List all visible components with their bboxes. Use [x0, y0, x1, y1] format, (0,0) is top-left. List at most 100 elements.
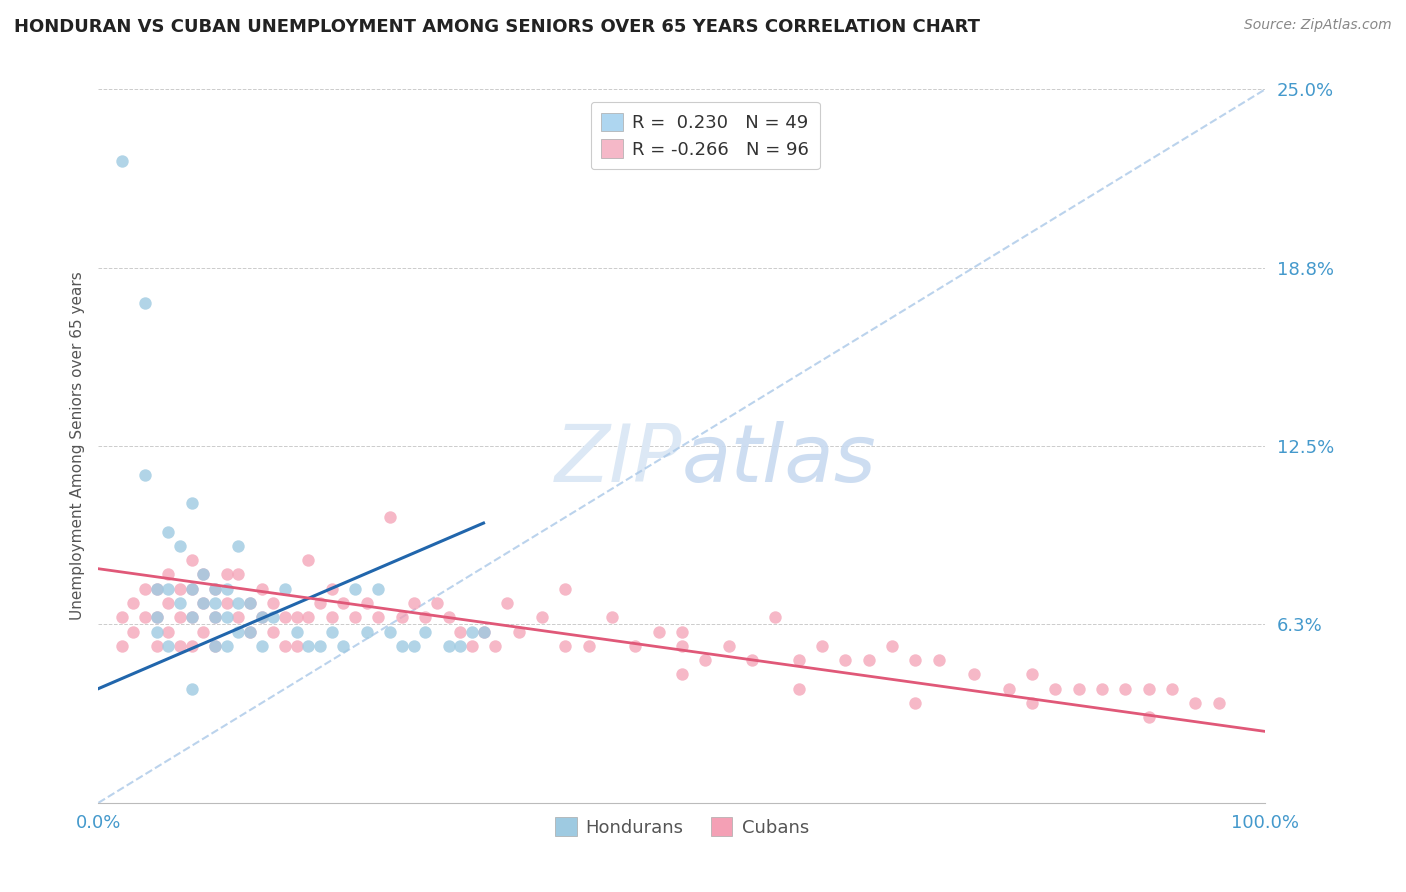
Point — [367, 582, 389, 596]
Point — [1184, 696, 1206, 710]
Point — [157, 582, 180, 596]
Point — [122, 596, 145, 610]
Point — [180, 582, 202, 596]
Point — [285, 624, 308, 639]
Point — [169, 596, 191, 610]
Point — [134, 467, 156, 482]
Point — [380, 624, 402, 639]
Point — [297, 610, 319, 624]
Point — [461, 624, 484, 639]
Point — [554, 639, 576, 653]
Point — [180, 639, 202, 653]
Point — [180, 681, 202, 696]
Point — [111, 610, 134, 624]
Point — [193, 567, 215, 582]
Point — [437, 610, 460, 624]
Point — [904, 696, 927, 710]
Point — [111, 153, 134, 168]
Point — [157, 567, 180, 582]
Point — [169, 539, 191, 553]
Point — [1114, 681, 1136, 696]
Point — [204, 639, 226, 653]
Point — [834, 653, 856, 667]
Point — [146, 582, 169, 596]
Point — [146, 610, 169, 624]
Point — [239, 596, 262, 610]
Point — [1091, 681, 1114, 696]
Point — [1067, 681, 1090, 696]
Point — [180, 610, 202, 624]
Point — [928, 653, 950, 667]
Point — [578, 639, 600, 653]
Point — [391, 610, 413, 624]
Point — [1161, 681, 1184, 696]
Point — [624, 639, 647, 653]
Point — [309, 639, 332, 653]
Point — [671, 639, 693, 653]
Point — [344, 610, 367, 624]
Point — [146, 639, 169, 653]
Point — [228, 624, 250, 639]
Point — [1045, 681, 1067, 696]
Point — [146, 624, 169, 639]
Point — [262, 610, 284, 624]
Point — [250, 610, 273, 624]
Point — [413, 610, 436, 624]
Point — [508, 624, 530, 639]
Point — [239, 624, 262, 639]
Point — [997, 681, 1019, 696]
Point — [297, 639, 319, 653]
Point — [367, 610, 389, 624]
Point — [169, 610, 191, 624]
Point — [437, 639, 460, 653]
Point — [157, 639, 180, 653]
Point — [787, 653, 810, 667]
Point — [215, 639, 238, 653]
Point — [496, 596, 519, 610]
Point — [309, 596, 332, 610]
Point — [180, 553, 202, 567]
Point — [193, 596, 215, 610]
Point — [134, 582, 156, 596]
Point — [239, 596, 262, 610]
Point — [250, 582, 273, 596]
Point — [530, 610, 553, 624]
Point — [880, 639, 903, 653]
Point — [169, 582, 191, 596]
Point — [215, 567, 238, 582]
Point — [858, 653, 880, 667]
Point — [262, 624, 284, 639]
Point — [274, 639, 297, 653]
Point — [1137, 681, 1160, 696]
Point — [122, 624, 145, 639]
Point — [297, 553, 319, 567]
Point — [741, 653, 763, 667]
Text: ZIP: ZIP — [554, 421, 682, 500]
Point — [449, 624, 471, 639]
Y-axis label: Unemployment Among Seniors over 65 years: Unemployment Among Seniors over 65 years — [69, 272, 84, 620]
Point — [134, 296, 156, 310]
Point — [157, 596, 180, 610]
Point — [671, 624, 693, 639]
Point — [904, 653, 927, 667]
Point — [356, 596, 378, 610]
Point — [763, 610, 786, 624]
Point — [285, 610, 308, 624]
Point — [180, 610, 202, 624]
Point — [250, 610, 273, 624]
Point — [157, 624, 180, 639]
Point — [274, 582, 297, 596]
Point — [449, 639, 471, 653]
Point — [321, 624, 343, 639]
Point — [695, 653, 717, 667]
Point — [228, 567, 250, 582]
Point — [321, 610, 343, 624]
Point — [321, 582, 343, 596]
Point — [402, 639, 425, 653]
Point — [717, 639, 740, 653]
Point — [215, 582, 238, 596]
Point — [484, 639, 506, 653]
Text: atlas: atlas — [682, 421, 877, 500]
Point — [461, 639, 484, 653]
Point — [274, 610, 297, 624]
